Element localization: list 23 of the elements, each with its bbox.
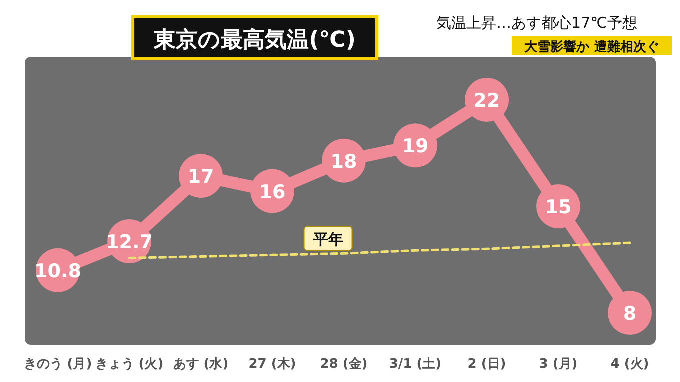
data-label: 19 <box>402 136 429 158</box>
data-label: 15 <box>545 196 572 218</box>
data-label: 18 <box>330 150 358 173</box>
text: 大雪影響か 遭難相次ぐ <box>524 39 660 55</box>
chart-title: 東京の最高気温(℃) <box>153 27 356 53</box>
data-label: 17 <box>188 166 214 188</box>
series-label: 平年 <box>312 230 344 249</box>
data-label: 22 <box>474 90 500 112</box>
data-label: 16 <box>259 181 286 204</box>
data-label: 12.7 <box>106 231 153 254</box>
x-tick-label: 3 (月) <box>539 357 578 372</box>
data-label: 8 <box>623 303 637 325</box>
x-tick-label: 4 (火) <box>610 357 650 372</box>
title: 東京の最高気温(℃) <box>132 16 378 60</box>
text: 気温上昇…あす都心17℃予想 <box>436 14 638 32</box>
x-tick-label: 3/1 (土) <box>389 357 442 372</box>
x-tick-label: きのう (月) <box>24 357 92 372</box>
x-tick-label: 27 (木) <box>248 357 296 372</box>
x-tick-label: あす (水) <box>173 357 229 372</box>
x-tick-label: 28 (金) <box>320 357 368 372</box>
x-tick-label: 2 (日) <box>468 357 506 372</box>
point <box>608 291 652 335</box>
x-tick-label: きょう (火) <box>95 357 164 372</box>
